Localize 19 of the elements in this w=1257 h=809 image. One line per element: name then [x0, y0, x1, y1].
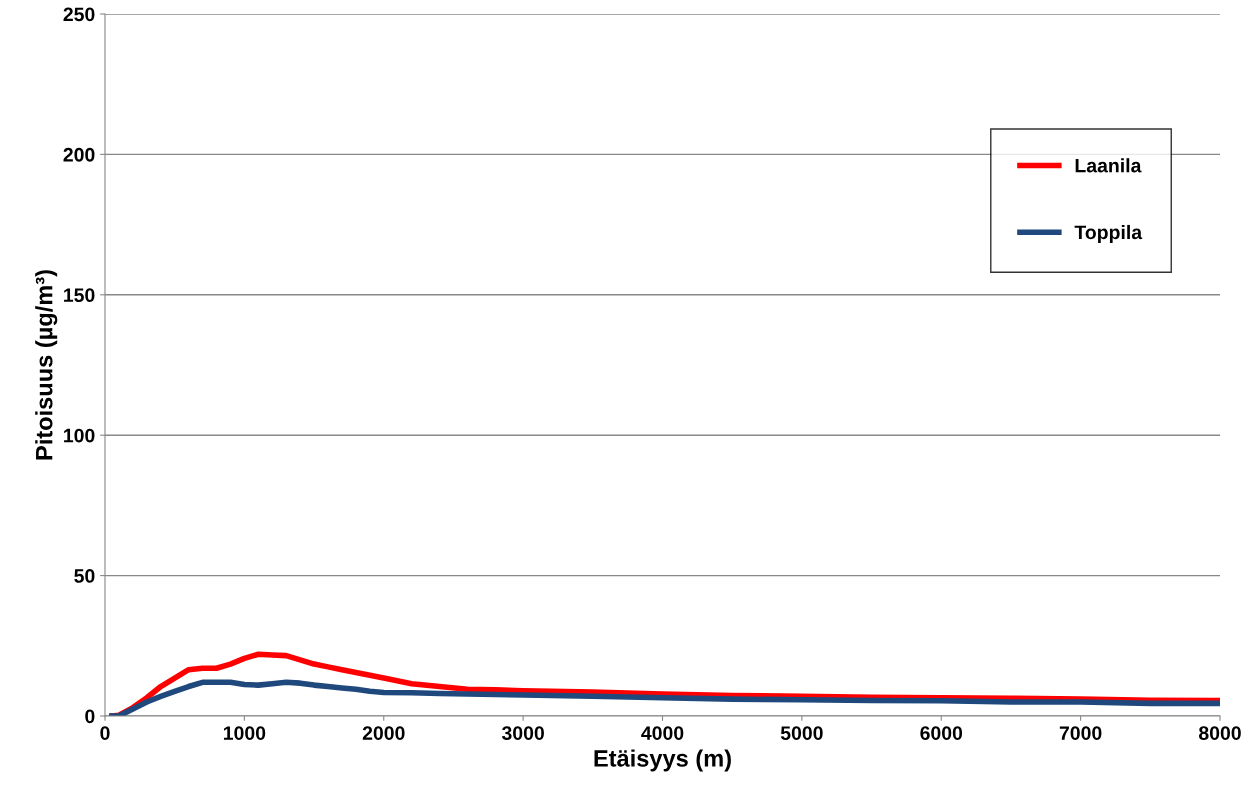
x-tick-label: 6000 — [920, 726, 963, 740]
x-tick-label: 0 — [100, 726, 110, 740]
y-tick-label: 250 — [63, 7, 95, 22]
y-tick-label: 100 — [64, 428, 95, 443]
x-tick-label: 7000 — [1059, 726, 1102, 740]
legend-label: Laanila — [1075, 158, 1142, 173]
y-tick-label: 50 — [74, 569, 95, 583]
y-axis-title: Pitoisuus (µg/m³) — [35, 270, 58, 460]
x-tick-label: 5000 — [780, 726, 823, 740]
x-tick-label: 2000 — [362, 726, 405, 740]
x-tick-label: 8000 — [1198, 726, 1241, 740]
x-tick-label: 3000 — [501, 726, 544, 741]
y-tick-label: 200 — [63, 147, 95, 162]
x-axis-title: Etäisyys (m) — [594, 749, 731, 772]
legend-label: Toppila — [1074, 224, 1143, 244]
y-tick-label: 0 — [85, 709, 95, 724]
x-tick-label: 1000 — [223, 726, 266, 740]
y-tick-label: 150 — [64, 288, 95, 303]
x-tick-label: 4000 — [641, 726, 684, 740]
